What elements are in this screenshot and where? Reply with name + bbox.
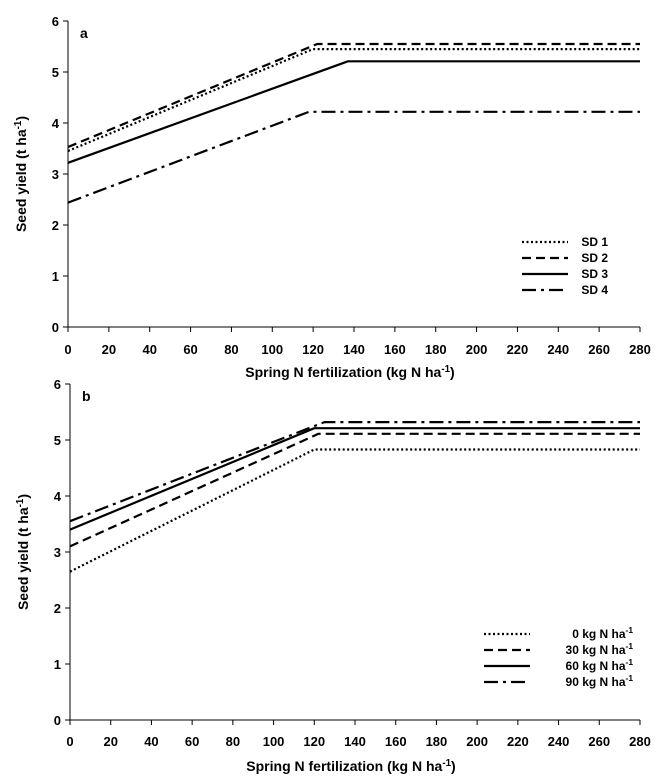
y-tick-label: 2 [54, 601, 61, 616]
series-line-4 [67, 110, 640, 204]
x-tick-label: 140 [343, 342, 365, 357]
y-axis-title: Seed yield (t ha-1) [15, 494, 32, 610]
legend-label-4: 90 kg N ha-1 [566, 673, 634, 689]
series-line-1 [67, 47, 640, 153]
x-tick-label: 200 [466, 734, 488, 749]
x-tick-label: 100 [263, 734, 285, 749]
y-tick-label: 0 [54, 713, 61, 728]
legend: 0 kg N ha-130 kg N ha-160 kg N ha-190 kg… [484, 625, 633, 689]
x-tick-label: 120 [303, 734, 325, 749]
x-tick-label: 180 [426, 734, 448, 749]
series-line-1 [69, 448, 640, 573]
x-tick-label: 180 [425, 342, 447, 357]
x-tick-label: 280 [629, 734, 651, 749]
x-tick-label: 160 [384, 342, 406, 357]
x-tick-label: 260 [588, 342, 610, 357]
y-tick-label: 4 [54, 489, 62, 504]
x-tick-label: 0 [66, 734, 73, 749]
x-tick-label: 280 [629, 342, 651, 357]
x-tick-label: 0 [64, 342, 71, 357]
x-tick-label: 80 [224, 342, 238, 357]
legend: SD 1 SD 2 SD 3 SD 4 [522, 235, 608, 297]
x-tick-label: 60 [185, 734, 199, 749]
y-tick-label: 5 [52, 65, 59, 80]
x-tick-label: 20 [102, 342, 116, 357]
legend-label-4: SD 4 [581, 283, 608, 297]
x-tick-label: 100 [261, 342, 283, 357]
x-tick-label: 220 [507, 342, 529, 357]
y-tick-label: 3 [52, 167, 59, 182]
panel-label: b [82, 388, 91, 404]
x-tick-label: 160 [385, 734, 407, 749]
x-tick-label: 240 [547, 342, 569, 357]
x-tick-label: 40 [142, 342, 156, 357]
series-line-2 [67, 42, 640, 149]
x-tick-label: 200 [466, 342, 488, 357]
legend-label-2: 30 kg N ha-1 [566, 641, 634, 657]
x-tick-label: 40 [144, 734, 158, 749]
x-tick-label: 20 [103, 734, 117, 749]
x-tick-label: 240 [548, 734, 570, 749]
y-tick-label: 4 [52, 116, 60, 131]
series-line-2 [69, 432, 640, 548]
y-tick-label: 6 [52, 14, 59, 29]
x-tick-label: 220 [507, 734, 529, 749]
series-line-3 [69, 427, 640, 531]
x-axis-title: Spring N fertilization (kg N ha-1) [245, 364, 454, 381]
y-tick-label: 6 [54, 377, 61, 392]
x-tick-label: 60 [183, 342, 197, 357]
y-tick-label: 2 [52, 218, 59, 233]
legend-label-1: SD 1 [581, 235, 608, 249]
legend-label-1: 0 kg N ha-1 [572, 625, 633, 641]
series-line-4 [69, 421, 640, 523]
y-axis-title: Seed yield (t ha-1) [13, 116, 30, 232]
x-tick-label: 140 [344, 734, 366, 749]
y-tick-label: 3 [54, 545, 61, 560]
x-tick-label: 120 [302, 342, 324, 357]
series-line-3 [67, 60, 640, 164]
legend-label-3: 60 kg N ha-1 [566, 657, 634, 673]
x-axis-title: Spring N fertilization (kg N ha-1) [246, 758, 455, 775]
y-tick-label: 1 [54, 657, 61, 672]
legend-label-2: SD 2 [581, 251, 608, 265]
y-tick-label: 5 [54, 433, 61, 448]
y-tick-label: 0 [52, 320, 59, 335]
x-tick-label: 80 [226, 734, 240, 749]
x-tick-label: 260 [588, 734, 610, 749]
panel-label: a [80, 25, 88, 41]
y-tick-label: 1 [52, 269, 59, 284]
legend-label-3: SD 3 [581, 267, 608, 281]
